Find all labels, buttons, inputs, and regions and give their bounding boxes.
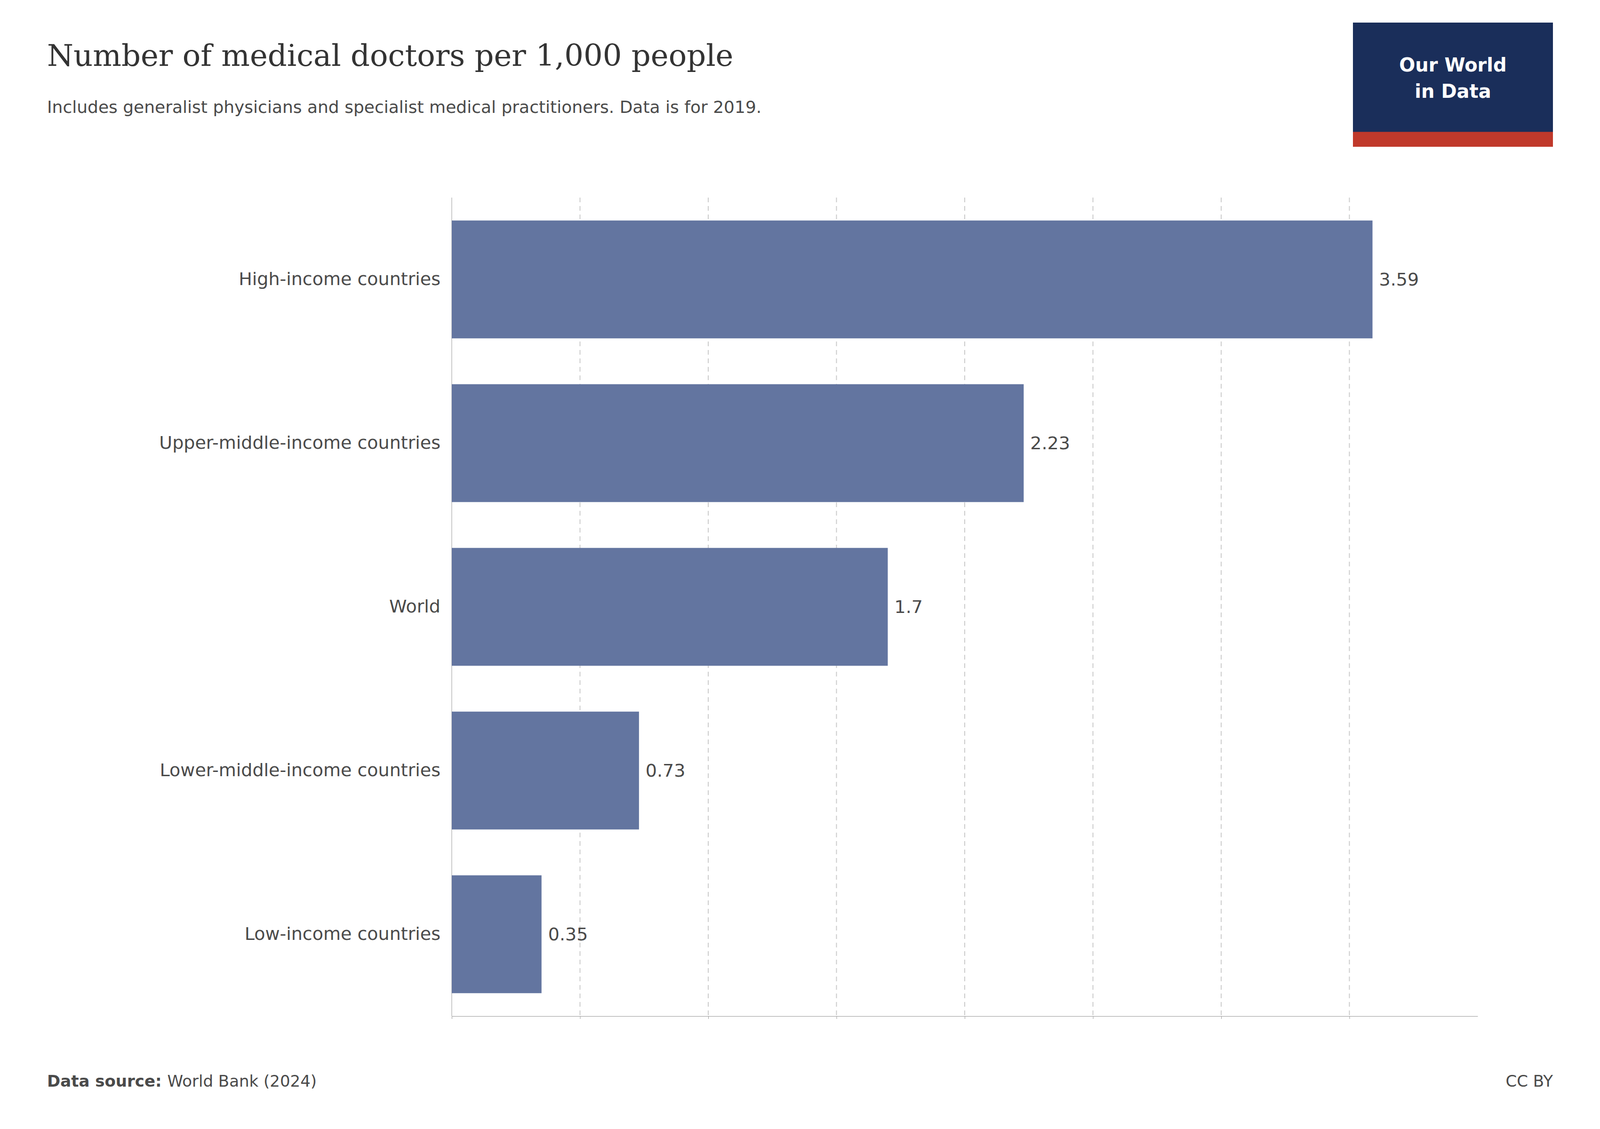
source-label: Data source: xyxy=(47,1072,162,1091)
plot: High-income countries Upper-middle-income… xyxy=(159,197,1478,1020)
y-tick: Low-income countries xyxy=(244,923,452,945)
bars xyxy=(451,220,1373,994)
data-label: 2.23 xyxy=(1030,432,1071,454)
data-label: 3.59 xyxy=(1379,269,1420,290)
logo-text: Our World xyxy=(1399,54,1507,76)
x-tick-mark xyxy=(1349,1016,1351,1020)
x-tick-mark xyxy=(1221,1016,1222,1020)
bar xyxy=(451,384,1024,503)
subtitle: Includes generalist physicians and speci… xyxy=(47,97,762,117)
x-tick xyxy=(964,1016,966,1020)
logo-stripe xyxy=(1352,131,1553,147)
data-labels: 3.59 2.23 1.7 0.73 0.35 xyxy=(548,269,1419,945)
y-axis: High-income countries Upper-middle-income… xyxy=(159,198,452,1017)
category-label: Upper-middle-income countries xyxy=(159,432,441,454)
category-label: Low-income countries xyxy=(244,923,441,945)
data-label: 0.73 xyxy=(645,760,686,782)
source-text: World Bank (2024) xyxy=(167,1072,318,1091)
logo-text: in Data xyxy=(1414,80,1491,103)
x-tick-mark xyxy=(836,1016,838,1020)
x-tick xyxy=(1221,1016,1222,1020)
category-label: Lower-middle-income countries xyxy=(160,760,441,781)
y-tick: High-income countries xyxy=(238,268,452,290)
x-tick-mark xyxy=(708,1016,709,1020)
title: Number of medical doctors per 1,000 peop… xyxy=(47,38,734,73)
x-tick xyxy=(708,1016,709,1020)
x-tick xyxy=(580,1016,581,1020)
category-label: High-income countries xyxy=(238,268,441,290)
x-tick-mark xyxy=(451,1016,453,1020)
x-tick-mark xyxy=(964,1016,966,1020)
y-tick: Lower-middle-income countries xyxy=(160,760,452,781)
bar xyxy=(451,712,640,831)
logo: Our World in Data xyxy=(1352,22,1553,147)
source: Data source: World Bank (2024) xyxy=(47,1072,317,1091)
bar xyxy=(451,548,888,667)
x-tick xyxy=(451,1016,453,1020)
x-tick xyxy=(1349,1016,1351,1020)
x-tick xyxy=(1093,1016,1094,1020)
data-label: 1.7 xyxy=(894,596,923,618)
logo-box xyxy=(1352,22,1553,147)
x-axis xyxy=(452,1016,1479,1020)
bar xyxy=(451,220,1373,339)
x-tick-mark xyxy=(1093,1016,1094,1020)
y-tick: World xyxy=(389,596,452,617)
bar xyxy=(451,875,542,994)
license: CC BY xyxy=(1505,1072,1553,1091)
y-tick: Upper-middle-income countries xyxy=(159,432,452,454)
x-tick xyxy=(836,1016,838,1020)
chart: Number of medical doctors per 1,000 peop… xyxy=(0,0,1600,1129)
x-tick-mark xyxy=(580,1016,581,1020)
category-label: World xyxy=(389,596,441,617)
data-label: 0.35 xyxy=(548,924,589,945)
